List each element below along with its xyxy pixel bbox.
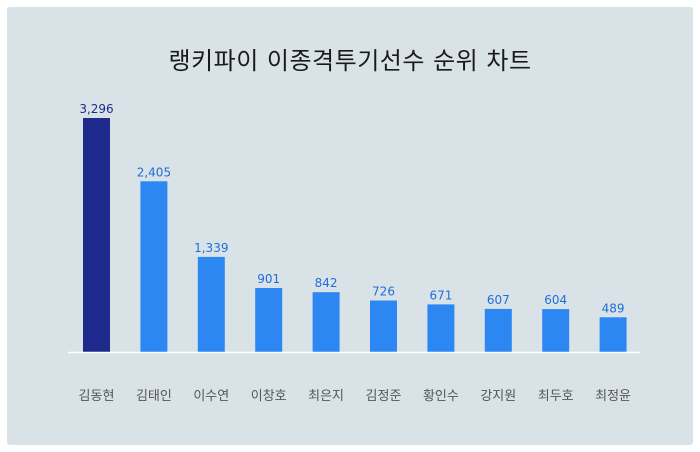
bar-강지원 bbox=[484, 308, 512, 352]
bar-김정준 bbox=[370, 300, 397, 352]
category-label: 김동현 bbox=[79, 389, 115, 404]
value-label: 607 bbox=[487, 293, 510, 307]
value-label: 604 bbox=[544, 293, 567, 307]
category-label: 강지원 bbox=[480, 389, 516, 404]
value-label: 2,405 bbox=[137, 165, 171, 179]
bar-김태인 bbox=[140, 181, 168, 352]
value-label: 3,296 bbox=[79, 102, 113, 116]
category-label: 이창호 bbox=[251, 389, 287, 404]
category-label: 이수연 bbox=[193, 389, 229, 404]
bar-이창호 bbox=[255, 288, 283, 352]
chart-background bbox=[7, 7, 693, 445]
category-label: 황인수 bbox=[423, 389, 459, 404]
category-label: 최두호 bbox=[538, 389, 574, 404]
bar-최은지 bbox=[312, 292, 340, 352]
bar-최정윤 bbox=[599, 317, 627, 352]
bar-이수연 bbox=[197, 256, 225, 352]
chart-title: 랭키파이 이종격투기선수 순위 차트 bbox=[168, 47, 532, 75]
category-label: 최은지 bbox=[308, 389, 344, 404]
bar-김동현 bbox=[83, 118, 110, 352]
bar-황인수 bbox=[427, 304, 455, 352]
value-label: 726 bbox=[372, 285, 395, 299]
value-label: 1,339 bbox=[194, 241, 228, 255]
category-label: 김정준 bbox=[366, 389, 402, 404]
value-label: 842 bbox=[315, 276, 338, 290]
value-label: 901 bbox=[257, 272, 280, 286]
value-label: 489 bbox=[602, 301, 625, 315]
bar-최두호 bbox=[542, 309, 570, 352]
value-label: 671 bbox=[429, 288, 452, 302]
category-label: 김태인 bbox=[136, 389, 172, 404]
category-label: 최정윤 bbox=[595, 389, 631, 404]
